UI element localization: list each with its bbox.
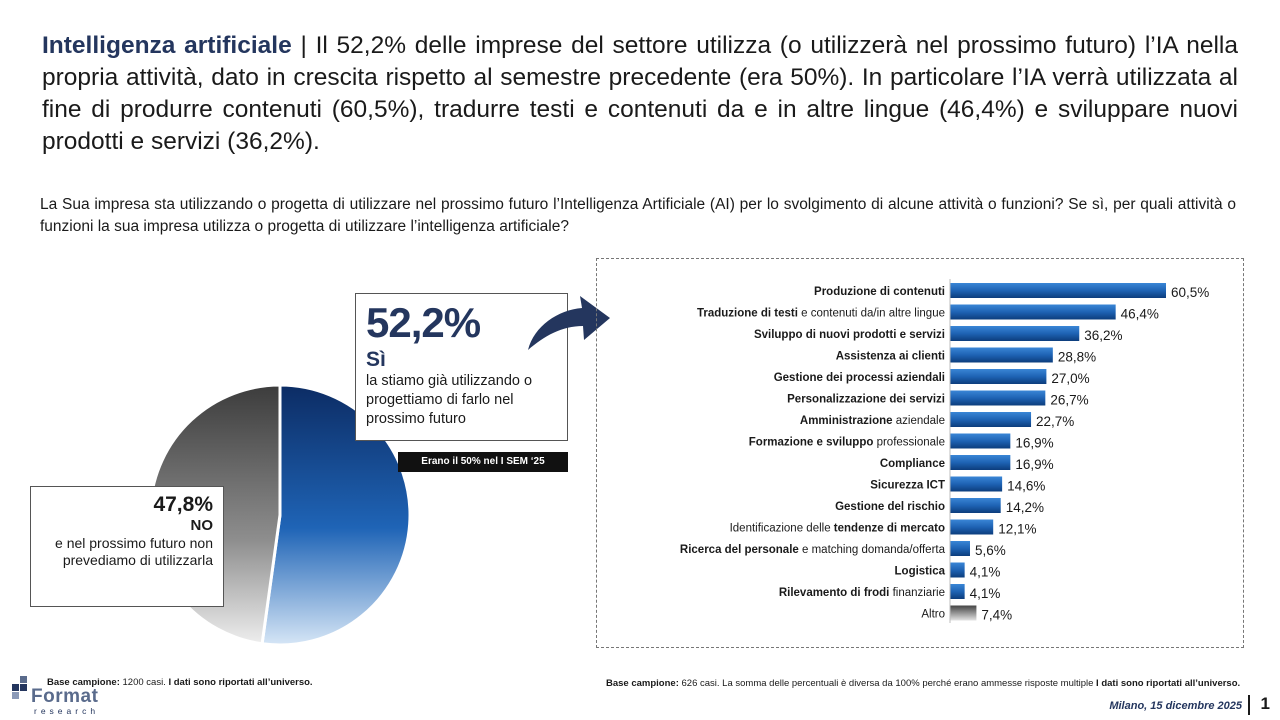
bar-category-label-6: Amministrazione aziendale (800, 415, 945, 427)
bar-9 (950, 476, 1003, 492)
sample-base-left: Base campione: 1200 casi. I dati sono ri… (47, 677, 313, 688)
bar-value-label-7: 16,9% (1015, 436, 1053, 451)
bar-value-label-1: 46,4% (1121, 307, 1159, 322)
bar-category-label-10: Gestione del rischio (835, 501, 945, 513)
bar-category-label-2: Sviluppo di nuovi prodotti e servizi (754, 329, 945, 341)
bar-2 (950, 326, 1080, 341)
bar-category-label-9: Sicurezza ICT (870, 480, 945, 492)
base-left-count: 1200 casi. (119, 677, 169, 688)
yes-percentage: 52,2% (366, 299, 481, 346)
bar-category-label-5: Personalizzazione dei servizi (787, 394, 945, 406)
bar-13 (950, 562, 965, 578)
page-number: 1 (1260, 694, 1270, 713)
logo-subtitle: research (34, 706, 100, 716)
curved-arrow-icon (528, 296, 610, 350)
bar-category-label-11: Identificazione delle tendenze di mercat… (730, 523, 945, 535)
bar-value-label-10: 14,2% (1006, 500, 1044, 515)
bar-7 (950, 433, 1011, 449)
page-number-separator (1248, 695, 1250, 715)
base-right-label: Base campione: (606, 678, 679, 689)
no-percentage: 47,8% (153, 493, 213, 516)
base-right-text: 626 casi. La somma delle percentuali è d… (678, 678, 1097, 689)
bar-value-label-11: 12,1% (998, 522, 1036, 537)
yes-label: Sì (366, 348, 386, 371)
no-label: NO (190, 517, 214, 534)
bar-category-label-8: Compliance (880, 458, 945, 470)
headline-text: Il 52,2% delle imprese del settore utili… (42, 32, 1238, 155)
bar-1 (950, 304, 1116, 320)
bar-value-label-15: 7,4% (981, 608, 1012, 623)
headline: Intelligenza artificiale | Il 52,2% dell… (42, 30, 1238, 158)
bar-category-label-7: Formazione e sviluppo professionale (749, 437, 945, 449)
bar-value-label-0: 60,5% (1171, 285, 1209, 300)
yes-description: la stiamo già utilizzando o progettiamo … (366, 373, 533, 427)
pie-slice-yes (260, 383, 412, 647)
bar-value-label-6: 22,7% (1036, 414, 1074, 429)
bar-category-label-15: Altro (921, 609, 945, 621)
no-description: e nel prossimo futuro non prevediamo di … (55, 535, 213, 568)
bar-chart: 60,5% Produzione di contenuti 46,4% Traduzi… (680, 279, 1209, 623)
bar-value-label-4: 27,0% (1051, 371, 1089, 386)
footer-date: Milano, 15 dicembre 2025 (1109, 700, 1242, 712)
bar-category-label-1: Traduzione di testi e contenuti da/in al… (697, 308, 945, 320)
base-right-note: I dati sono riportati all’universo. (1096, 678, 1241, 689)
format-logo-icon (12, 676, 27, 699)
base-left-label: Base campione: (47, 677, 120, 688)
bar-category-label-4: Gestione dei processi aziendali (774, 372, 945, 384)
bar-12 (950, 541, 970, 556)
bar-category-label-3: Assistenza ai clienti (836, 351, 945, 363)
no-callout: 47,8% NO e nel prossimo futuro non preve… (30, 486, 224, 607)
bar-14 (950, 584, 965, 599)
bar-8 (950, 455, 1011, 470)
bar-value-label-13: 4,1% (970, 565, 1001, 580)
bar-value-label-14: 4,1% (970, 586, 1001, 601)
bar-0 (950, 283, 1166, 298)
bar-value-label-5: 26,7% (1050, 393, 1088, 408)
bar-category-label-0: Produzione di contenuti (814, 286, 945, 298)
bar-10 (950, 498, 1001, 513)
bar-value-label-9: 14,6% (1007, 479, 1045, 494)
yes-callout: 52,2% Sì la stiamo già utilizzando o pro… (355, 293, 568, 441)
base-left-note: I dati sono riportati all’universo. (168, 677, 313, 688)
bar-category-label-13: Logistica (895, 566, 946, 578)
survey-question: La Sua impresa sta utilizzando o progett… (40, 196, 1236, 235)
bar-chart-panel: 60,5% Produzione di contenuti 46,4% Traduzi… (596, 258, 1244, 648)
sample-base-right: Base campione: 626 casi. La somma delle … (606, 677, 1246, 691)
bar-value-label-12: 5,6% (975, 543, 1006, 558)
bar-value-label-3: 28,8% (1058, 350, 1096, 365)
bar-value-label-8: 16,9% (1015, 457, 1053, 472)
bar-4 (950, 369, 1047, 384)
headline-keyword: Intelligenza artificiale (42, 32, 292, 59)
previous-semester-note: Erano il 50% nel I SEM ‘25 (398, 452, 568, 472)
logo-wordmark: Format (31, 686, 99, 707)
bar-value-label-2: 36,2% (1084, 328, 1122, 343)
bar-3 (950, 347, 1053, 363)
bar-5 (950, 390, 1046, 406)
headline-separator: | (291, 32, 316, 59)
bar-category-label-14: Rilevamento di frodi finanziarie (779, 587, 945, 599)
bar-6 (950, 412, 1032, 427)
bar-category-label-12: Ricerca del personale e matching domanda… (680, 544, 946, 556)
bar-15 (950, 605, 977, 621)
bar-11 (950, 519, 994, 535)
